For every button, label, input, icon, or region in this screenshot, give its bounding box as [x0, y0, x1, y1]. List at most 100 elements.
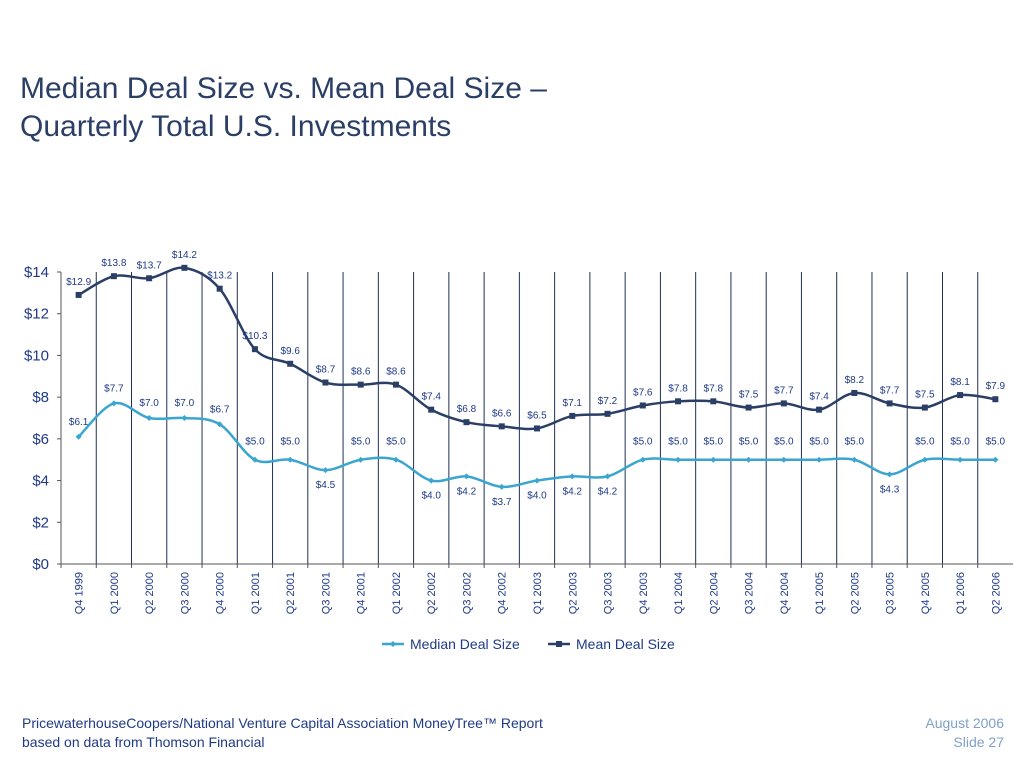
x-tick-label: Q2 2003 [567, 572, 579, 614]
data-point-diamond [992, 456, 999, 463]
data-point-diamond [639, 456, 646, 463]
data-point-diamond [780, 456, 787, 463]
data-label: $5.0 [986, 437, 1006, 448]
data-point-diamond [146, 415, 153, 421]
data-point-diamond [75, 433, 82, 440]
data-label: $6.8 [457, 404, 477, 415]
data-label: $7.5 [739, 390, 759, 401]
data-point-square [428, 406, 435, 413]
data-label: $5.0 [774, 437, 794, 448]
data-label: $5.0 [351, 437, 371, 448]
data-point-square [710, 398, 717, 405]
data-label: $7.7 [104, 383, 124, 394]
data-label: $5.0 [809, 437, 829, 448]
y-tick-label: $0 [32, 556, 49, 573]
data-point-square [886, 400, 893, 407]
data-point-square [992, 396, 999, 403]
data-label: $5.0 [845, 437, 865, 448]
data-point-diamond [851, 456, 858, 463]
x-tick-label: Q2 2004 [708, 572, 720, 614]
data-point-diamond [392, 456, 399, 463]
x-tick-label: Q4 2001 [356, 572, 368, 614]
data-point-square [181, 264, 188, 271]
x-tick-label: Q3 2002 [461, 572, 473, 614]
data-point-diamond [534, 477, 540, 484]
data-point-diamond [745, 456, 752, 463]
legend-label: Median Deal Size [410, 636, 520, 652]
data-point-square [392, 381, 399, 388]
x-tick-label: Q4 1999 [74, 572, 86, 614]
x-tick-label: Q1 2002 [391, 572, 403, 614]
y-tick-label: $8 [32, 389, 49, 406]
x-tick-label: Q3 2001 [320, 572, 332, 614]
data-point-diamond [569, 473, 576, 480]
legend-marker-square [556, 641, 562, 647]
data-point-diamond [357, 456, 364, 463]
x-tick-label: Q3 2000 [179, 572, 191, 614]
data-label: $8.6 [386, 367, 406, 378]
data-label: $4.2 [457, 486, 477, 497]
data-label: $5.0 [915, 437, 935, 448]
data-label: $9.6 [280, 346, 300, 357]
data-label: $8.2 [845, 375, 865, 386]
x-tick-label: Q1 2006 [955, 572, 967, 614]
y-tick-label: $10 [24, 347, 49, 364]
data-label: $8.1 [950, 377, 970, 388]
data-label: $5.0 [245, 437, 265, 448]
data-label: $6.7 [210, 404, 230, 415]
data-point-square [357, 381, 364, 388]
footer-source-line-1: PricewaterhouseCoopers/National Venture … [22, 715, 543, 731]
data-label: $5.0 [386, 437, 406, 448]
data-label: $14.2 [172, 250, 197, 261]
legend-label: Mean Deal Size [576, 636, 675, 652]
data-point-square [216, 285, 223, 292]
data-label: $7.7 [774, 385, 794, 396]
data-label: $4.5 [316, 480, 336, 491]
data-point-square [463, 419, 470, 426]
y-tick-label: $14 [24, 264, 49, 281]
data-point-square [287, 360, 294, 367]
data-point-diamond [498, 483, 505, 490]
data-label: $4.2 [598, 486, 618, 497]
data-point-diamond [921, 456, 928, 463]
data-point-square [957, 392, 964, 399]
footer-source-line-2: based on data from Thomson Financial [22, 734, 265, 750]
x-tick-label: Q2 2006 [990, 572, 1002, 614]
footer-meta: August 2006 Slide 27 [925, 714, 1004, 752]
x-tick-label: Q1 2001 [250, 572, 262, 614]
data-point-square [498, 423, 505, 430]
title-line-2: Quarterly Total U.S. Investments [20, 110, 452, 143]
data-point-square [322, 379, 329, 386]
x-tick-label: Q4 2000 [215, 572, 227, 614]
data-label: $7.7 [880, 385, 900, 396]
data-label: $4.3 [880, 484, 900, 495]
data-point-square [110, 273, 117, 280]
data-point-diamond [181, 415, 188, 421]
data-label: $5.0 [280, 437, 300, 448]
data-label: $7.0 [175, 398, 195, 409]
data-label: $10.3 [242, 331, 267, 342]
x-tick-label: Q1 2004 [673, 572, 685, 614]
data-label: $7.0 [139, 398, 159, 409]
data-point-square [745, 404, 752, 411]
x-tick-label: Q4 2002 [497, 572, 509, 614]
data-label: $3.7 [492, 497, 512, 508]
data-point-diamond [287, 456, 294, 463]
y-tick-label: $4 [32, 473, 49, 490]
data-label: $5.0 [739, 437, 759, 448]
data-label: $6.1 [69, 417, 89, 428]
x-tick-label: Q3 2003 [603, 572, 615, 614]
line-chart: $0 $2 $4 $6 $8 $10 $12 $14 Q4 1999 Q1 2000 Q2 2000… [24, 250, 1013, 652]
data-point-diamond [957, 456, 964, 463]
data-point-diamond [886, 471, 893, 478]
data-label: $7.5 [915, 390, 935, 401]
data-label: $4.0 [527, 491, 547, 502]
data-label: $5.0 [668, 437, 688, 448]
data-label: $5.0 [633, 437, 653, 448]
footer-date: August 2006 [925, 715, 1004, 731]
data-label: $7.2 [598, 396, 618, 407]
footer-source: PricewaterhouseCoopers/National Venture … [22, 714, 543, 752]
data-point-square [604, 410, 611, 417]
x-tick-label: Q1 2000 [109, 572, 121, 614]
legend-marker-diamond [390, 641, 396, 647]
